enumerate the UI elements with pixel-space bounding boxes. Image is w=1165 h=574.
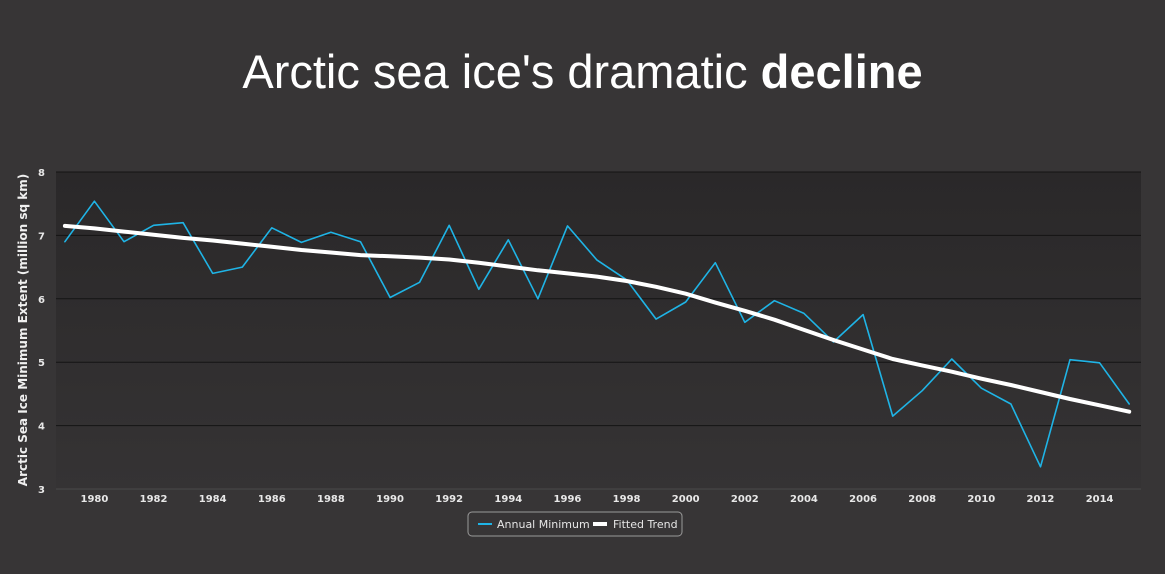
legend-label-annual-minimum[interactable]: Annual Minimum xyxy=(497,518,590,531)
y-tick-label: 6 xyxy=(38,295,45,306)
y-tick-label: 3 xyxy=(38,485,45,496)
x-tick-label: 1982 xyxy=(140,494,168,505)
x-tick-label: 2002 xyxy=(731,494,759,505)
x-tick-label: 2014 xyxy=(1086,494,1114,505)
x-tick-label: 2000 xyxy=(672,494,700,505)
x-tick-label: 2004 xyxy=(790,494,818,505)
series-line-fitted-trend[interactable] xyxy=(62,223,1132,414)
y-tick-label: 8 xyxy=(38,168,45,179)
y-axis-label: Arctic Sea Ice Minimum Extent (million s… xyxy=(16,174,30,486)
series-line-annual-minimum[interactable] xyxy=(64,200,1130,468)
x-tick-label: 1988 xyxy=(317,494,345,505)
x-tick-label: 1984 xyxy=(199,494,227,505)
x-tick-label: 2010 xyxy=(967,494,995,505)
chart-title-main: Arctic sea ice's dramatic xyxy=(242,45,748,98)
y-tick-label: 7 xyxy=(38,231,45,242)
y-tick-label: 5 xyxy=(38,358,45,369)
x-tick-label: 1996 xyxy=(554,494,582,505)
x-tick-label: 2012 xyxy=(1027,494,1055,505)
x-tick-label: 2008 xyxy=(908,494,936,505)
x-tick-label: 1986 xyxy=(258,494,286,505)
x-tick-label: 1992 xyxy=(435,494,463,505)
legend: Annual Minimum Fitted Trend xyxy=(467,511,683,537)
plot-area xyxy=(56,172,1141,489)
y-tick-label: 4 xyxy=(38,422,45,433)
x-tick-label: 1990 xyxy=(376,494,404,505)
chart-title-bold: decline xyxy=(760,45,923,98)
legend-label-fitted-trend[interactable]: Fitted Trend xyxy=(613,518,678,531)
x-tick-label: 2006 xyxy=(849,494,877,505)
x-tick-label: 1994 xyxy=(494,494,522,505)
chart-title: Arctic sea ice's dramatic decline xyxy=(0,44,1165,99)
x-tick-label: 1998 xyxy=(613,494,641,505)
x-tick-label: 1980 xyxy=(81,494,109,505)
legend-box xyxy=(467,511,683,537)
